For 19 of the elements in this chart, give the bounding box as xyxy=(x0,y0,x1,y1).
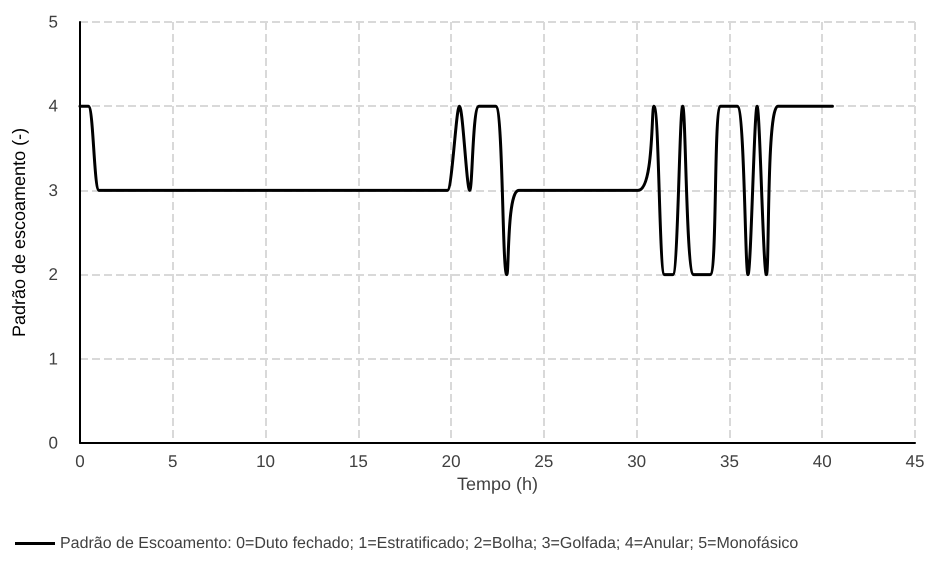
y-tick-label: 0 xyxy=(48,434,58,452)
y-tick-label: 2 xyxy=(48,265,58,284)
x-tick-label: 25 xyxy=(534,452,554,471)
x-tick-label: 35 xyxy=(720,452,739,471)
y-tick-label: 1 xyxy=(48,349,58,368)
x-axis-title: Tempo (h) xyxy=(456,474,538,494)
x-tick-label: 45 xyxy=(906,452,924,471)
x-tick-label: 30 xyxy=(627,452,646,471)
legend-label: Padrão de Escoamento: 0=Duto fechado; 1=Estratificado; 2=Bolha; 3=Golfada; 4=Anular; 5=Monofásico xyxy=(60,535,798,552)
y-tick-label: 5 xyxy=(48,12,58,32)
x-tick-label: 0 xyxy=(75,452,85,471)
x-tick-label: 20 xyxy=(442,452,461,471)
y-axis-title: Padrão de escoamento (-) xyxy=(9,128,29,338)
x-tick-label: 40 xyxy=(812,452,832,471)
y-tick-label: 4 xyxy=(48,96,58,116)
x-tick-label: 15 xyxy=(348,452,368,471)
x-tick-label: 10 xyxy=(256,452,276,471)
y-tick-label: 3 xyxy=(48,180,58,200)
x-tick-label: 5 xyxy=(168,452,178,471)
